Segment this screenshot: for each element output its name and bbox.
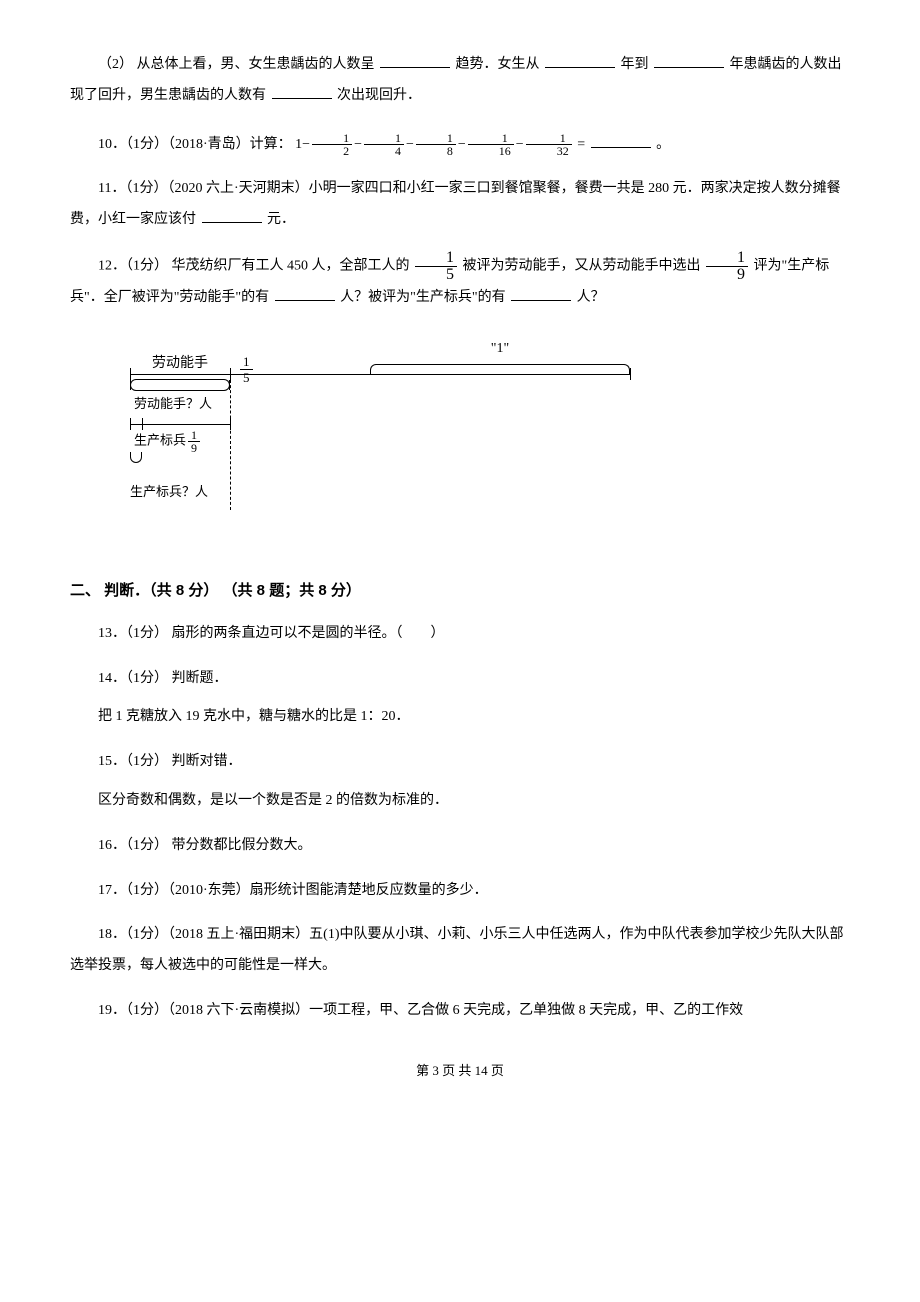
eq: = — [577, 137, 585, 152]
minus: − — [302, 137, 310, 152]
sub-line — [130, 424, 230, 425]
blank-q11[interactable] — [202, 209, 262, 223]
shengchan-q-label: 生产标兵？人 — [130, 484, 208, 500]
frac-1-16: 116 — [468, 132, 514, 157]
tick — [230, 368, 231, 380]
q12: 12．（1分） 华茂纺织厂有工人 450 人，全部工人的 15 被评为劳动能手，… — [70, 250, 850, 314]
blank-year-to[interactable] — [654, 54, 724, 68]
shengchan-label: 生产标兵19 — [134, 429, 202, 454]
q15-head: 15．（1分） 判断对错． — [70, 747, 850, 778]
one-label: "1" — [491, 341, 509, 356]
blank-times[interactable] — [272, 85, 332, 99]
q11-text1: 11．（1分）（2020 六上·天河期末）小明一家四口和小红一家三口到餐馆聚餐，… — [70, 181, 841, 227]
q15-body: 区分奇数和偶数，是以一个数是否是 2 的倍数为标准的． — [70, 786, 850, 817]
laodong-q-label: 劳动能手？人 — [134, 396, 212, 412]
page-footer: 第 3 页 共 14 页 — [70, 1057, 850, 1086]
text: （2） 从总体上看，男、女生患龋齿的人数呈 — [98, 57, 375, 72]
tick — [630, 368, 631, 380]
laodong-label: 劳动能手 — [152, 356, 208, 371]
q11: 11．（1分）（2020 六上·天河期末）小明一家四口和小红一家三口到餐馆聚餐，… — [70, 174, 850, 236]
blank-trend[interactable] — [380, 54, 450, 68]
minus: − — [354, 137, 362, 152]
q11-text2: 元． — [267, 212, 295, 227]
tick — [130, 418, 131, 430]
frac-1-9: 19 — [706, 250, 748, 283]
q12-diagram: "1" 劳动能手 15 劳动能手？人 生产标兵19 生产标兵？人 — [130, 334, 650, 554]
text: 年到 — [621, 57, 649, 72]
blank-q12a[interactable] — [275, 287, 335, 301]
period: 。 — [656, 137, 670, 152]
minus: − — [406, 137, 414, 152]
minus: − — [458, 137, 466, 152]
frac-1-2: 12 — [312, 132, 352, 157]
text: 次出现回升． — [337, 88, 421, 103]
frac-1-5-diagram: 15 — [240, 354, 253, 386]
q14-body: 把 1 克糖放入 19 克水中，糖与糖水的比是 1：20． — [70, 702, 850, 733]
dashed-line — [230, 380, 231, 510]
section-2-title: 二、 判断．（共 8 分） （共 8 题；共 8 分） — [70, 574, 850, 607]
q12-p2: 被评为劳动能手，又从劳动能手中选出 — [463, 259, 705, 274]
q10-head: 10．（1分）（2018·青岛）计算： — [98, 137, 292, 152]
bracket-laodong: 劳动能手 — [130, 349, 230, 380]
q17: 17．（1分）（2010·东莞）扇形统计图能清楚地反应数量的多少． — [70, 876, 850, 907]
frac-1-5: 15 — [415, 250, 457, 283]
q-continuation: （2） 从总体上看，男、女生患龋齿的人数呈 趋势．女生从 年到 年患龋齿的人数出… — [70, 50, 850, 112]
frac-1-4: 14 — [364, 132, 404, 157]
frac-1-9-diagram: 19 — [188, 429, 200, 454]
q16: 16．（1分） 带分数都比假分数大。 — [70, 831, 850, 862]
text: 趋势．女生从 — [456, 57, 540, 72]
minus: − — [516, 137, 524, 152]
q12-p4: 人？被评为"生产标兵"的有 — [340, 290, 505, 305]
blank-year-from[interactable] — [545, 54, 615, 68]
blank-q12b[interactable] — [511, 287, 571, 301]
q14-head: 14．（1分） 判断题． — [70, 664, 850, 695]
text: 生产标兵 — [134, 432, 186, 447]
q12-p1: 12．（1分） 华茂纺织厂有工人 450 人，全部工人的 — [98, 259, 413, 274]
q10: 10．（1分）（2018·青岛）计算： 1−12−14−18−116−132 =… — [70, 130, 850, 161]
frac-1-8: 18 — [416, 132, 456, 157]
frac-1-32: 132 — [526, 132, 572, 157]
blank-q10[interactable] — [591, 134, 651, 148]
q12-p5: 人？ — [577, 290, 605, 305]
q19: 19．（1分）（2018 六下·云南模拟）一项工程，甲、乙合做 6 天完成，乙单… — [70, 996, 850, 1027]
q13: 13．（1分） 扇形的两条直边可以不是圆的半径。（ ） — [70, 619, 850, 650]
bracket-one: "1" — [370, 334, 630, 365]
q18: 18．（1分）（2018 五上·福田期末）五(1)中队要从小琪、小莉、小乐三人中… — [70, 920, 850, 982]
